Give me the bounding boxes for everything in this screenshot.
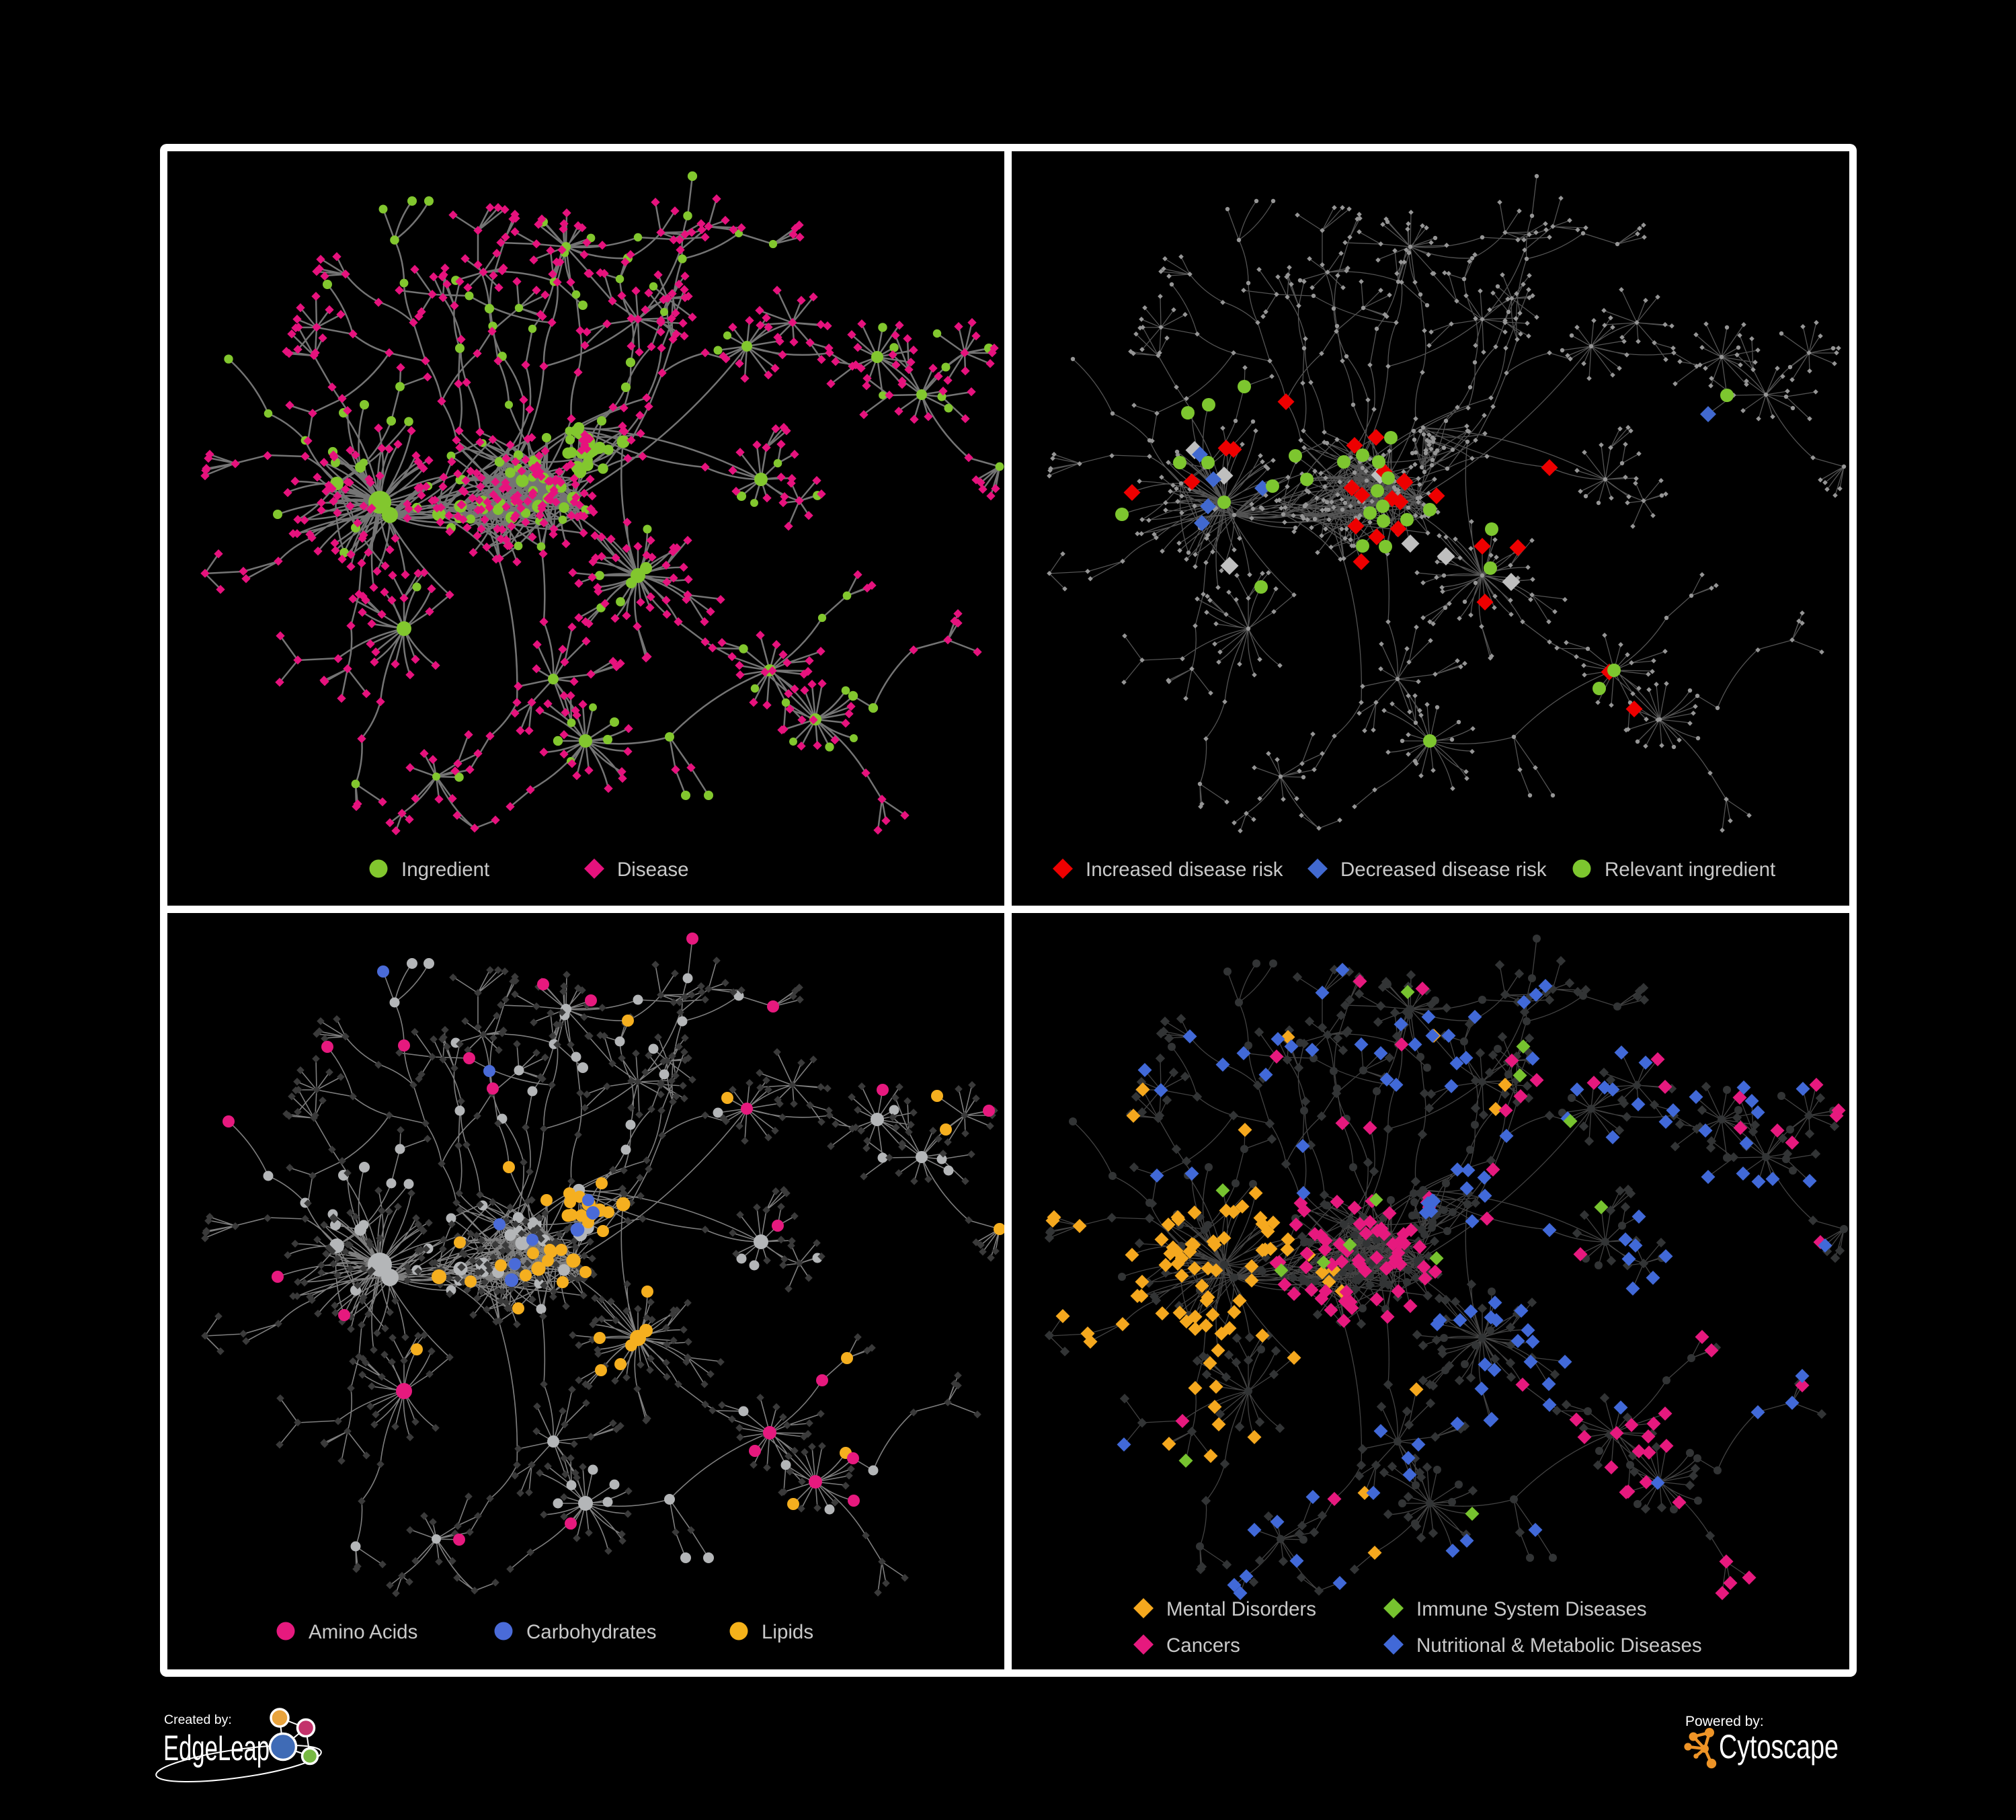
svg-text:Mental Disorders: Mental Disorders — [1166, 1598, 1316, 1620]
svg-text:Relevant ingredient: Relevant ingredient — [1605, 859, 1775, 881]
svg-text:Created by:: Created by: — [164, 1712, 232, 1727]
svg-text:Decreased disease risk: Decreased disease risk — [1340, 859, 1547, 881]
svg-text:Nutritional & Metabolic Diseas: Nutritional & Metabolic Diseases — [1416, 1634, 1702, 1657]
svg-text:Ingredient: Ingredient — [401, 859, 489, 881]
svg-text:Carbohydrates: Carbohydrates — [526, 1621, 657, 1643]
svg-text:Cytoscape: Cytoscape — [1719, 1728, 1839, 1766]
svg-text:Immune System Diseases: Immune System Diseases — [1416, 1598, 1647, 1620]
svg-text:Increased disease risk: Increased disease risk — [1086, 859, 1283, 881]
svg-text:Amino Acids: Amino Acids — [309, 1621, 417, 1643]
svg-text:Lipids: Lipids — [762, 1621, 813, 1643]
svg-text:Cancers: Cancers — [1166, 1634, 1240, 1657]
svg-text:Powered by:: Powered by: — [1685, 1714, 1764, 1729]
svg-text:Disease: Disease — [617, 859, 689, 881]
